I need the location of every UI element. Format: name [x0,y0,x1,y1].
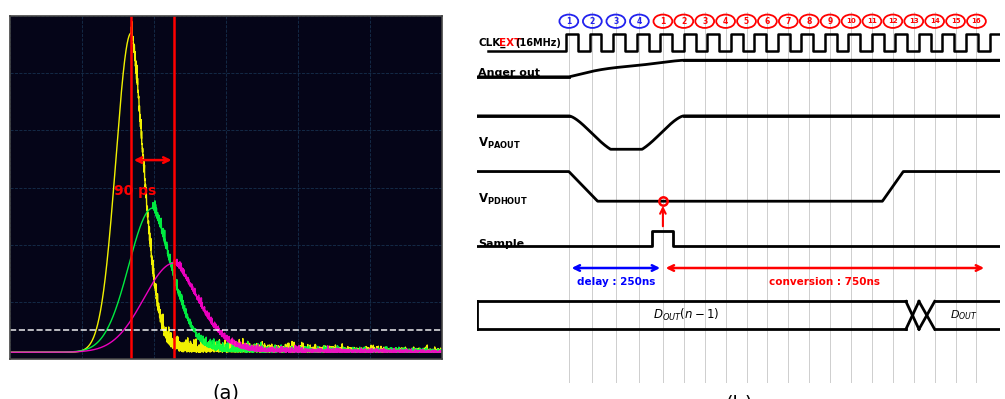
Text: (16MHz): (16MHz) [516,38,562,47]
Text: 2: 2 [590,17,595,26]
Text: 8: 8 [807,17,812,26]
Text: (b): (b) [725,394,753,399]
Text: 2: 2 [681,17,686,26]
Text: (a): (a) [213,383,239,399]
Text: 10: 10 [846,18,856,24]
Text: delay : 250ns: delay : 250ns [577,277,655,287]
Text: 4: 4 [723,17,729,26]
Text: $\mathbf{V_{PAOUT}}$: $\mathbf{V_{PAOUT}}$ [478,136,522,151]
Text: 16: 16 [972,18,981,24]
Text: CLK_: CLK_ [478,38,506,48]
Text: $\mathbf{V_{PDHOUT}}$: $\mathbf{V_{PDHOUT}}$ [478,192,529,207]
Text: $D_{OUT}(n-1)$: $D_{OUT}(n-1)$ [653,307,720,323]
Text: 3: 3 [702,17,708,26]
Text: 14: 14 [930,18,940,24]
Text: 90 ps: 90 ps [114,184,156,198]
Text: EXT: EXT [499,38,522,47]
Text: Sample: Sample [478,239,525,249]
Text: 4: 4 [637,17,642,26]
Text: 9: 9 [827,17,833,26]
Text: 6: 6 [765,17,770,26]
Text: 1: 1 [660,17,665,26]
Text: Anger out: Anger out [478,68,541,78]
Text: 7: 7 [786,17,791,26]
Text: 5: 5 [744,17,749,26]
Text: 3: 3 [613,17,618,26]
Text: 11: 11 [867,18,876,24]
Text: $D_{OUT}$: $D_{OUT}$ [950,308,977,322]
Text: 12: 12 [888,18,897,24]
Text: conversion : 750ns: conversion : 750ns [770,277,880,287]
Text: 1: 1 [566,17,572,26]
Text: 15: 15 [951,18,961,24]
Text: 13: 13 [909,18,919,24]
